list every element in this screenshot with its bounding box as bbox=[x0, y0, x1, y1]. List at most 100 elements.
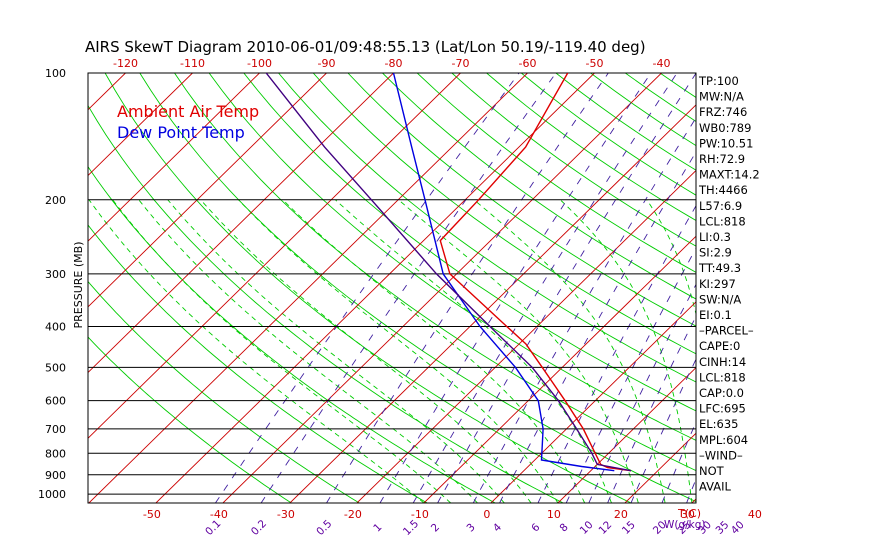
mixing-ratio-line bbox=[379, 73, 652, 503]
stability-index: EI:0.1 bbox=[699, 308, 732, 322]
temp-axis-unit-label: T(C) bbox=[677, 507, 701, 520]
mixing-ratio-unit-label: W(g/kg) bbox=[664, 519, 706, 531]
chart-legend: Ambient Air Temp Dew Point Temp bbox=[117, 102, 259, 142]
top-temp-tick-label: -100 bbox=[247, 57, 272, 70]
stability-index: L57:6.9 bbox=[699, 199, 742, 213]
dry-adiabat bbox=[764, 73, 870, 503]
isotherm-lines bbox=[0, 73, 870, 503]
chart-title: AIRS SkewT Diagram 2010-06-01/09:48:55.1… bbox=[85, 38, 646, 56]
dry-adiabat bbox=[312, 73, 696, 355]
isotherm bbox=[490, 301, 696, 503]
isotherm bbox=[423, 235, 696, 503]
pressure-tick-label: 200 bbox=[45, 194, 66, 207]
bottom-temp-tick-label: -50 bbox=[143, 508, 161, 521]
stability-index: LCL:818 bbox=[699, 370, 746, 384]
stability-index: SI:2.9 bbox=[699, 246, 732, 260]
stability-index: NOT bbox=[699, 464, 725, 478]
moist-adiabat bbox=[646, 199, 696, 316]
moist-adiabat bbox=[473, 199, 666, 503]
isotherm bbox=[0, 73, 58, 503]
dry-adiabat bbox=[88, 280, 360, 503]
isotherm bbox=[88, 73, 528, 503]
stability-index: MAXT:14.2 bbox=[699, 168, 760, 182]
adiabat-lines bbox=[88, 73, 870, 503]
isotherm bbox=[88, 73, 327, 308]
mixing-ratio-line bbox=[607, 315, 696, 503]
plot-frame bbox=[87, 72, 697, 504]
top-temp-tick-label: -120 bbox=[113, 57, 138, 70]
isotherm bbox=[289, 104, 696, 503]
isotherm bbox=[88, 73, 260, 242]
mixing-ratio-tick-label: 12 bbox=[596, 519, 614, 537]
stability-index: EL:635 bbox=[699, 417, 739, 431]
moist-adiabat bbox=[200, 199, 532, 503]
stability-index: LI:0.3 bbox=[699, 230, 731, 244]
isotherm bbox=[88, 73, 394, 374]
moist-adiabat bbox=[282, 199, 586, 503]
stability-index: CAPE:0 bbox=[699, 339, 740, 353]
bottom-temp-tick-label: 30 bbox=[681, 508, 695, 521]
isotherm bbox=[356, 169, 696, 503]
dry-adiabat bbox=[104, 73, 632, 503]
mixing-ratio-line bbox=[412, 73, 678, 503]
isotherm bbox=[88, 73, 461, 439]
mixing-ratio-tick-label: 0.2 bbox=[249, 518, 269, 538]
y-axis-label: PRESSURE (MB) bbox=[72, 242, 85, 329]
stability-index: WB0:789 bbox=[699, 121, 751, 135]
isotherm bbox=[222, 73, 662, 503]
dry-adiabat bbox=[243, 73, 696, 412]
legend-ambient-air-temp: Ambient Air Temp bbox=[117, 102, 259, 121]
bottom-temp-tick-label: 20 bbox=[614, 508, 628, 521]
stability-index: FRZ:746 bbox=[699, 105, 747, 119]
stability-index: CINH:14 bbox=[699, 355, 746, 369]
mixing-ratio-tick-label: 8 bbox=[558, 521, 571, 534]
mixing-ratio-line bbox=[537, 204, 696, 503]
mixing-ratio-tick-label: 40 bbox=[729, 519, 747, 537]
mixing-ratio-tick-label: 1 bbox=[371, 521, 384, 534]
dry-adiabat bbox=[88, 104, 564, 503]
stability-index: TP:100 bbox=[698, 74, 739, 88]
mixing-ratio-line bbox=[588, 283, 696, 503]
moist-adiabat bbox=[88, 199, 425, 503]
bottom-temp-tick-label: -30 bbox=[277, 508, 295, 521]
bottom-temp-tick-label: 0 bbox=[483, 508, 490, 521]
series-line bbox=[392, 73, 615, 472]
pressure-tick-label: 400 bbox=[45, 321, 66, 334]
bottom-temp-tick-label: 10 bbox=[547, 508, 561, 521]
stability-index: MPL:604 bbox=[699, 433, 748, 447]
mixing-ratio-line bbox=[565, 247, 696, 503]
dry-adiabat bbox=[382, 73, 696, 300]
stability-index: PW:10.51 bbox=[699, 136, 753, 150]
mixing-ratio-line bbox=[740, 73, 870, 503]
mixing-ratio-line bbox=[661, 421, 696, 503]
dry-adiabat bbox=[347, 73, 696, 327]
isotherm bbox=[759, 73, 870, 503]
moist-adiabat bbox=[238, 199, 559, 503]
stability-index: AVAIL bbox=[699, 480, 732, 494]
top-temp-tick-label: -40 bbox=[653, 57, 671, 70]
bottom-temp-tick-label: 40 bbox=[748, 508, 762, 521]
stability-index: KI:297 bbox=[699, 277, 736, 291]
isotherm bbox=[557, 366, 696, 503]
mixing-ratio-line bbox=[437, 73, 696, 503]
legend-dew-point-temp: Dew Point Temp bbox=[117, 123, 245, 142]
isotherm bbox=[88, 73, 193, 177]
mixing-ratio-tick-label: 3 bbox=[465, 521, 478, 534]
top-temp-tick-label: -70 bbox=[452, 57, 470, 70]
top-temp-tick-label: -90 bbox=[318, 57, 336, 70]
isobar-lines: 100 200 300 400 500 600 700 800 900 1000 bbox=[38, 67, 697, 504]
top-temp-tick-label: -110 bbox=[180, 57, 205, 70]
top-temp-tick-label: -50 bbox=[586, 57, 604, 70]
isotherm bbox=[155, 73, 595, 503]
mixing-ratio-line bbox=[260, 73, 557, 503]
stability-index: SW:N/A bbox=[699, 292, 741, 306]
top-temp-tick-label: -60 bbox=[519, 57, 537, 70]
stability-index: MW:N/A bbox=[699, 90, 744, 104]
stability-index: –WIND– bbox=[699, 448, 743, 462]
series-line bbox=[439, 73, 632, 472]
stability-index: –PARCEL– bbox=[699, 324, 754, 338]
mixing-ratio-tick-label: 4 bbox=[491, 521, 504, 534]
dry-adiabat bbox=[174, 73, 696, 472]
